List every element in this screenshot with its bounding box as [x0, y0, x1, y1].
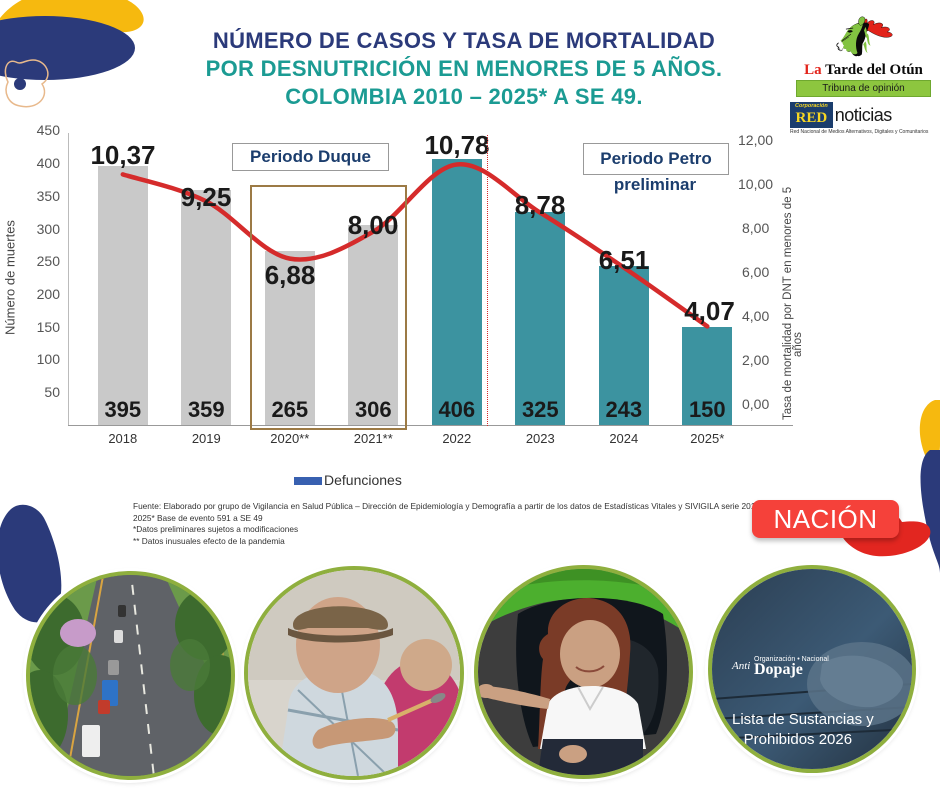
svg-text:Dopaje: Dopaje — [754, 661, 803, 678]
svg-text:Anti: Anti — [731, 660, 750, 672]
svg-text:Lista de Sustancias y: Lista de Sustancias y — [732, 711, 874, 728]
svg-text:s Prohibidos 2026: s Prohibidos 2026 — [732, 731, 852, 748]
